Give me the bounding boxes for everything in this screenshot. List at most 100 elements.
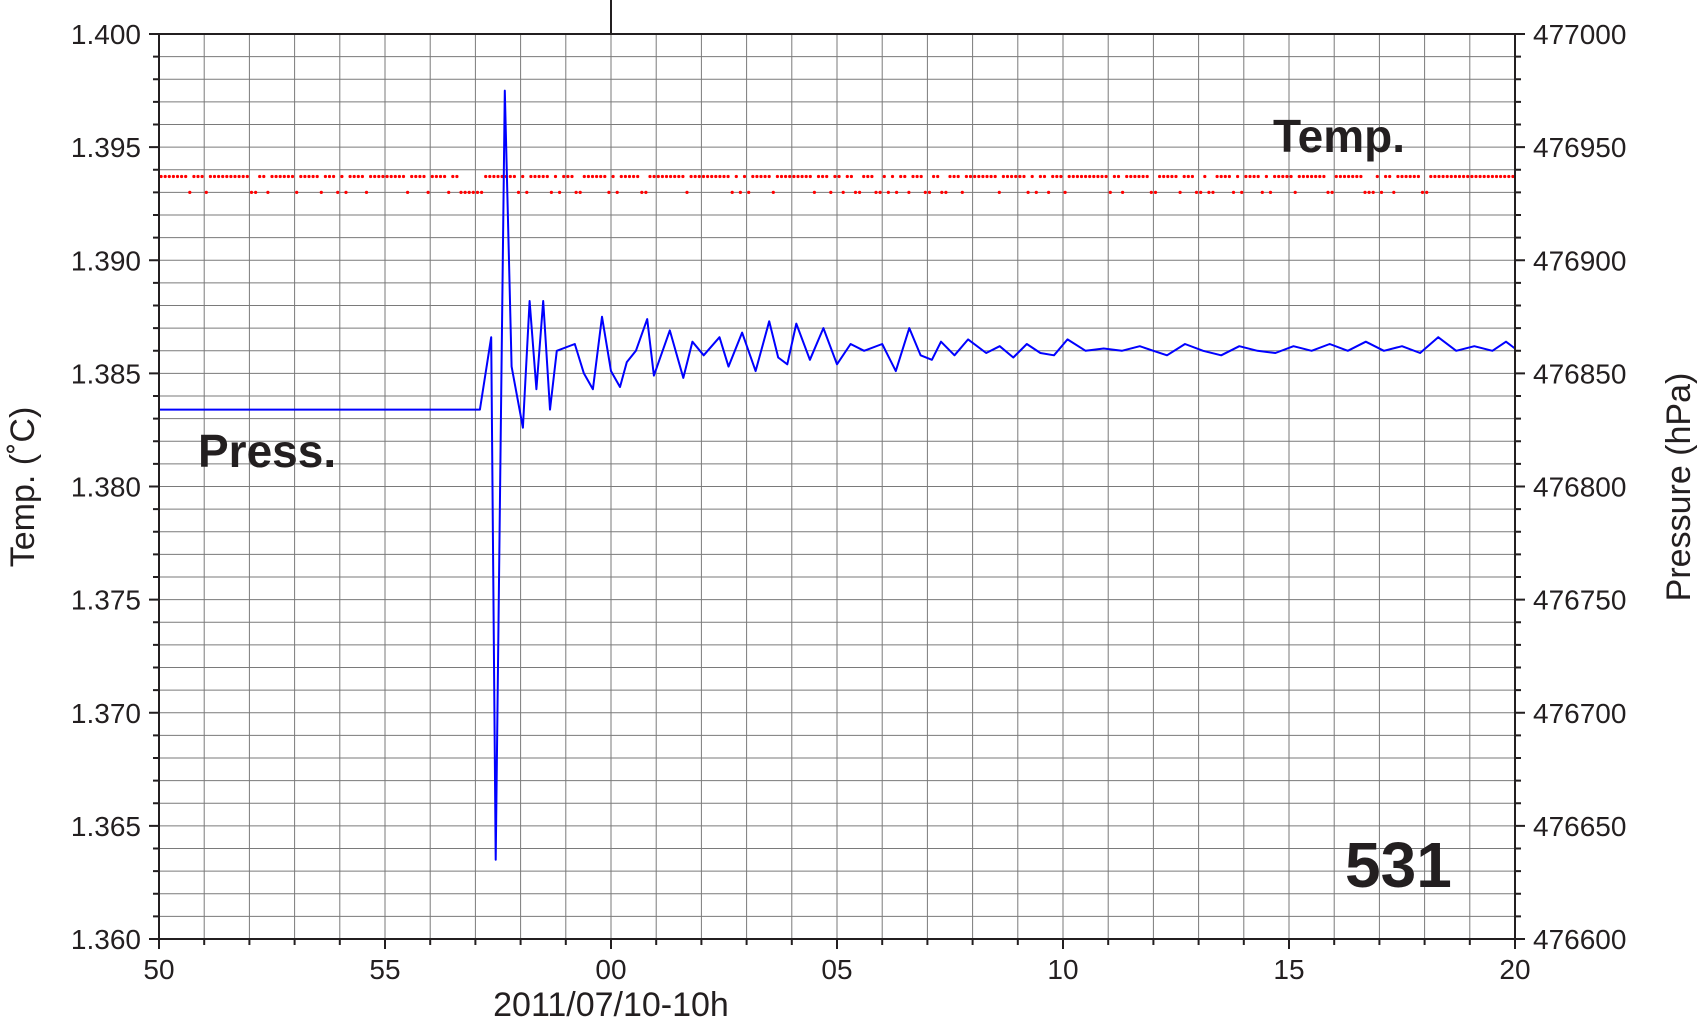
temp-point xyxy=(582,174,586,179)
temp-point xyxy=(315,174,319,179)
temp-point xyxy=(1141,174,1145,179)
temp-point xyxy=(1355,174,1359,179)
temp-point xyxy=(623,174,628,179)
temp-point xyxy=(258,174,262,179)
temp-point xyxy=(886,190,891,194)
temp-point xyxy=(870,174,874,179)
temp-point xyxy=(788,174,792,179)
temp-point xyxy=(1084,174,1088,179)
temp-point xyxy=(369,174,373,179)
temp-point xyxy=(742,174,747,179)
temp-point xyxy=(1010,174,1014,179)
temp-point xyxy=(1420,190,1425,194)
temp-point xyxy=(1289,174,1293,179)
temp-point xyxy=(1137,174,1141,179)
temp-point xyxy=(553,174,558,179)
temp-point xyxy=(611,174,615,179)
temp-point xyxy=(1030,174,1034,179)
y-right-tick-labels: 476600 476650 476700 476750 476800 476850 4769… xyxy=(1533,19,1626,955)
temp-point xyxy=(1371,190,1375,194)
temp-point xyxy=(644,190,648,194)
temp-point xyxy=(516,190,521,194)
y-right-tick-label: 476650 xyxy=(1533,811,1626,842)
temp-point xyxy=(677,174,681,179)
y-right-axis-title: Pressure (hPa) xyxy=(1660,373,1698,602)
temp-point xyxy=(529,174,533,179)
temp-point xyxy=(1503,174,1507,179)
temp-point xyxy=(923,190,927,194)
y-right-tick-label: 477000 xyxy=(1533,19,1626,50)
temp-point xyxy=(541,174,545,179)
temp-point xyxy=(738,190,743,194)
temp-point xyxy=(1486,174,1490,179)
temp-point xyxy=(911,174,915,179)
temp-point xyxy=(1186,174,1190,179)
temp-point xyxy=(356,174,360,179)
temp-point xyxy=(849,174,854,179)
temp-point xyxy=(1437,174,1441,179)
temp-point xyxy=(952,174,956,179)
y-left-tick-label: 1.380 xyxy=(71,472,141,503)
temp-point xyxy=(944,190,948,194)
temp-point xyxy=(858,190,862,194)
temp-point xyxy=(706,174,710,179)
temp-point xyxy=(1347,174,1351,179)
temp-point xyxy=(1088,174,1092,179)
temp-point xyxy=(282,174,286,179)
temp-point xyxy=(1178,190,1182,194)
temp-point xyxy=(430,174,434,179)
temp-point xyxy=(1079,174,1084,179)
temp-point xyxy=(669,174,673,179)
y-left-tick-label: 1.375 xyxy=(71,585,141,616)
temp-point xyxy=(1441,174,1445,179)
temp-point xyxy=(899,174,903,179)
temp-point xyxy=(443,174,447,179)
temp-point xyxy=(1301,174,1305,179)
temp-point xyxy=(1314,174,1318,179)
temp-point xyxy=(1042,174,1047,179)
temp-point xyxy=(570,174,574,179)
temp-point xyxy=(808,174,812,179)
y-right-tick-label: 476700 xyxy=(1533,698,1626,729)
temp-point xyxy=(1207,190,1211,194)
temp-point xyxy=(701,174,706,179)
temp-point xyxy=(533,174,537,179)
temp-point xyxy=(1507,174,1511,179)
temp-point xyxy=(484,174,488,179)
temp-point xyxy=(397,174,401,179)
x-tick-label: 10 xyxy=(1047,954,1078,985)
temp-point xyxy=(270,174,274,179)
temp-point xyxy=(401,174,406,179)
temp-point xyxy=(381,174,385,179)
y-left-tick-labels: 1.360 1.365 1.370 1.375 1.380 1.385 1.390 1.395… xyxy=(71,19,141,955)
temp-point xyxy=(759,174,763,179)
temp-point xyxy=(853,190,858,194)
temp-point xyxy=(1223,174,1227,179)
temp-point xyxy=(352,174,356,179)
temp-point xyxy=(1425,190,1429,194)
temp-point xyxy=(755,174,759,179)
temp-point xyxy=(455,174,459,179)
temp-point xyxy=(1166,174,1170,179)
temp-point xyxy=(508,174,512,179)
temp-point xyxy=(188,190,192,194)
temp-point xyxy=(927,190,932,194)
temp-point xyxy=(915,174,919,179)
temp-point xyxy=(981,174,985,179)
temp-point xyxy=(475,190,480,194)
temp-point xyxy=(1236,174,1240,179)
temp-point xyxy=(171,174,175,179)
temp-point xyxy=(422,174,426,179)
temp-point xyxy=(180,174,184,179)
temp-point xyxy=(196,174,200,179)
temp-point xyxy=(993,174,997,179)
temp-point xyxy=(1445,174,1449,179)
temp-point xyxy=(1285,174,1289,179)
temp-point xyxy=(948,174,952,179)
temp-point xyxy=(344,190,348,194)
temp-point xyxy=(599,174,603,179)
temp-point xyxy=(286,174,290,179)
temp-point xyxy=(1330,190,1334,194)
temp-point xyxy=(763,174,767,179)
